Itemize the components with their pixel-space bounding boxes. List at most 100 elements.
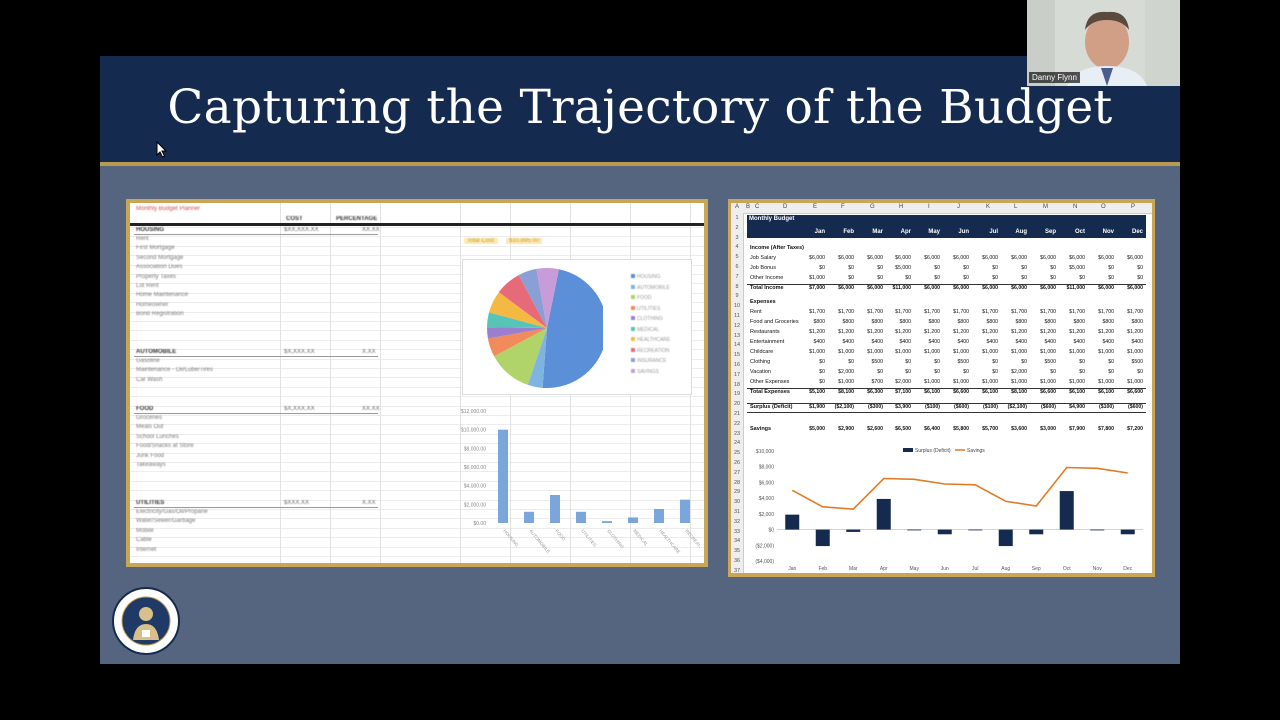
cell-value: $1,200 [953,329,969,335]
grid-row-line [130,452,704,454]
row-number: 1 [735,215,739,221]
cell-value: $6,000 [1127,255,1143,261]
cell-value: $0 [819,369,825,375]
surplus-bar [1059,491,1074,530]
row-label: Childcare [750,349,774,355]
cell-value: $6,000 [953,255,969,261]
row-number: 16 [733,362,741,368]
budget-line-item: Internet [136,546,157,553]
cell-value: $5,000 [1069,265,1085,271]
cell-value: $4,900 [1069,404,1085,410]
cell-value: $6,000 [1069,255,1085,261]
column-letter: J [957,204,960,210]
row-number: 32 [733,518,741,525]
cell-value: $6,000 [1127,285,1143,291]
y-axis-tick: $10,000 [756,449,774,455]
cell-value: $0 [934,369,940,375]
pie-slice [489,292,547,328]
budget-header-band: Monthly Budget [747,215,1146,238]
budget-line-item: Association Dues [136,264,183,271]
cell-value: $1,000 [1040,349,1056,355]
cell-value: $0 [819,379,825,385]
grid-row-line [130,245,704,247]
webcam-video[interactable]: Danny Flynn [1027,0,1180,86]
month-header: Jul [989,229,998,235]
cell-value: $800 [1015,319,1027,325]
mouse-cursor-icon [156,141,168,158]
legend-swatch [631,305,635,310]
category-bar [498,429,508,523]
cell-value: $1,000 [1127,349,1143,355]
section-name: FOOD [136,406,154,412]
total-rule [747,412,1146,413]
pie-legend-item: FOOD [631,295,651,301]
row-number: 36 [733,558,741,564]
cell-value: $6,000 [838,285,854,291]
surplus-bar [846,529,861,532]
cell-value: $11,000 [892,285,911,291]
row-label: Expenses [750,299,776,305]
cell-value: $6,000 [924,285,940,291]
surplus-bar [937,529,952,535]
budget-line-item: Rent [136,236,149,242]
row-number: 3 [735,234,739,241]
grid-row-line [130,386,704,388]
cell-value: $1,000 [838,349,854,355]
cell-value: $0 [934,275,940,281]
institute-seal-logo [112,587,180,655]
bar-category-label: RECREATION [684,528,700,554]
grid-row-line [130,377,704,379]
pie-legend-item: MEDICAL [631,326,660,333]
row-label: Restaurants [750,329,780,335]
budget-line-item: Food/Snacks at Store [136,443,194,450]
grid-line [460,203,461,563]
grid-row-line [130,405,704,407]
grid-row-line [130,462,704,463]
slide-title: Capturing the Trajectory of the Budget [167,80,1113,135]
cell-value: $2,000 [1011,369,1027,375]
cell-value: $6,000 [1040,285,1056,291]
pie-slice [536,268,559,328]
legend-label: HEALTHCARE [637,337,671,343]
bar-axis-tick: $10,000.00 [461,428,486,434]
x-axis-month: Nov [1093,566,1102,572]
budget-line-item: First Mortgage [136,245,175,252]
cell-value: $400 [957,339,969,345]
cell-value: $0 [1079,369,1085,375]
cell-value: $500 [1131,359,1143,365]
legend-swatch [631,316,635,320]
grid-row-line [130,292,704,294]
grid-row-line [130,527,704,529]
pie-legend-item: SAVINGS [631,368,659,375]
category-bar [602,521,612,523]
budget-line-item: Electricity/Gas/Oil/Propane [136,509,208,515]
legend-label: MEDICAL [637,326,660,333]
bar-axis-tick: $12,000.00 [461,409,486,415]
cell-value: $1,000 [1011,379,1027,385]
cell-value: $400 [813,339,825,345]
legend-swatch [631,358,635,362]
cell-value: $1,000 [809,349,825,355]
y-axis-tick: ($2,000) [755,543,774,549]
x-axis-month: May [910,566,920,572]
grid-row-line [130,255,704,257]
grid-row-line [130,471,704,473]
cell-value: $2,000 [895,379,911,385]
cell-value: $0 [877,275,883,281]
grid-row-line [130,443,704,445]
row-number: 23 [733,430,741,437]
cell-value: $11,000 [1066,285,1085,291]
y-axis-tick: ($4,000) [755,559,774,565]
sheet-title: Monthly Budget Planner [136,206,201,212]
bar-axis-tick: $6,000.00 [464,465,486,471]
row-number: 17 [733,371,741,378]
row-label: Other Expenses [750,379,790,385]
section-rule [134,507,378,508]
pie-slice [487,312,547,328]
cell-value: $1,200 [982,329,998,335]
y-axis-tick: $4,000 [759,496,775,502]
month-header: Nov [1102,229,1114,235]
legend-label: INSURANCE [637,358,667,364]
legend-label: AUTOMOBILE [637,284,670,291]
